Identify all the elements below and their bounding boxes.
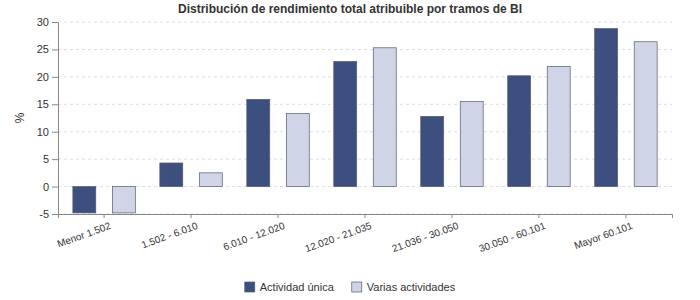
y-tick-mark [52,49,58,50]
bars [73,29,657,213]
x-tick-label: 21.036 - 30.050 [390,220,460,254]
x-axis: Menor 1.502 1.502 - 6.010 6.010 - 12.020 12… [56,214,673,254]
legend-label: Varias actividades [367,281,456,293]
bar [160,163,183,187]
chart: Distribución de rendimiento total atribu… [0,0,700,300]
x-tick: 30.050 - 60.101 [477,214,547,254]
y-tick-label: 15 [37,98,49,110]
y-axis-line [58,23,59,215]
y-tick-mark [52,77,58,78]
bar [508,76,531,187]
bar [634,42,657,187]
grid-line [58,159,672,160]
x-tick-mark [451,214,452,218]
y-tick-mark [52,187,58,188]
x-tick-mark [538,214,539,218]
y-axis-title: % [13,112,27,123]
legend-item: Varias actividades [352,281,456,293]
x-tick: 12.020 - 21.035 [303,214,373,254]
y-tick: 25 [37,43,58,55]
y-tick: 0 [43,181,58,193]
y-tick-label: 30 [37,16,49,28]
x-tick: Mayor 60.101 [573,214,635,251]
y-tick-mark [52,22,58,23]
y-tick: 15 [37,98,58,110]
x-tick: Menor 1.502 [56,214,113,249]
bar [373,48,396,187]
bar [247,99,270,186]
y-tick: -5 [39,208,58,220]
series [112,42,657,213]
bar [547,66,570,186]
legend-label: Actividad única [260,281,335,293]
y-tick-mark [52,159,58,160]
x-tick-label: 30.050 - 60.101 [477,220,547,254]
y-tick: 20 [37,71,58,83]
title: Distribución de rendimiento total atribu… [178,2,522,16]
y-tick-label: 10 [37,126,49,138]
x-tick: 1.502 - 6.010 [140,214,200,250]
y-tick-mark [52,132,58,133]
grid-line [58,186,672,187]
legend-item: Actividad única [245,281,335,293]
x-tick-label: Mayor 60.101 [573,220,635,251]
grid-line [58,49,672,50]
y-tick-mark [52,104,58,105]
x-tick-label: Menor 1.502 [56,220,113,250]
x-tick-label: 1.502 - 6.010 [140,220,200,251]
x-tick-mark [191,214,192,218]
y-tick-label: -5 [39,208,49,220]
grid-line [58,104,672,105]
legend-swatch [352,282,362,292]
y-tick: 10 [37,126,58,138]
x-tick-mark [104,214,105,218]
y-tick: 30 [37,16,58,28]
x-tick-mark [278,214,279,218]
y-tick-label: 25 [37,43,49,55]
legend-swatch [245,282,255,292]
y-tick: 5 [43,153,58,165]
plot: -5 0 5 10 15 20 25 30 Menor 1.502 1.502 - 6.010 6.… [37,16,673,254]
legend: Actividad única Varias actividades [245,281,456,293]
y-tick-label: 5 [43,153,49,165]
series [73,29,618,213]
grid [58,22,672,214]
grid-line [58,76,672,77]
bar [199,173,222,187]
grid-line [58,22,672,23]
x-tick: 21.036 - 30.050 [390,214,460,254]
bar [334,61,357,186]
bar [286,114,309,187]
bar [595,29,618,187]
bar [112,187,135,213]
bar [421,116,444,186]
bar [460,102,483,187]
x-tick: 6.010 - 12.020 [222,214,287,252]
x-tick-mark [365,214,366,218]
grid-line [58,131,672,132]
x-tick-mark [625,214,626,218]
y-axis: -5 0 5 10 15 20 25 30 [37,16,59,220]
x-tick-label: 6.010 - 12.020 [222,220,287,253]
y-tick-label: 0 [43,181,49,193]
bar [73,187,96,213]
x-tick-label: 12.020 - 21.035 [303,220,373,254]
y-tick-mark [52,214,58,215]
y-tick-label: 20 [37,71,49,83]
x-axis-line [59,215,673,219]
